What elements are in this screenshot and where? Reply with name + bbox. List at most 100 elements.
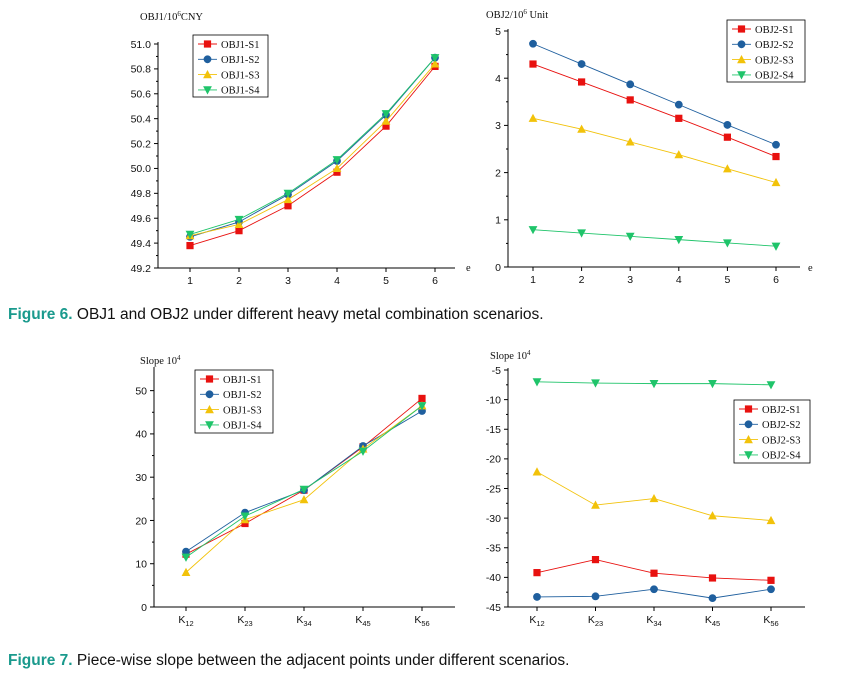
legend-label: OBJ1-S1 — [221, 40, 260, 51]
x-tick-label: K56 — [763, 614, 778, 628]
series-line — [532, 63, 777, 157]
x-tick-label: 2 — [236, 275, 242, 287]
data-point — [181, 567, 191, 576]
data-point — [284, 202, 292, 210]
data-point — [626, 80, 635, 89]
data-point — [532, 378, 542, 387]
data-point — [299, 485, 309, 494]
x-tick-label: K23 — [588, 614, 603, 628]
data-point — [625, 137, 635, 146]
data-point — [381, 110, 391, 119]
y-tick-label: 0 — [495, 262, 501, 274]
series-OBJ2-S4 — [532, 378, 776, 390]
data-point — [649, 380, 659, 389]
x-tick-label: 3 — [285, 275, 291, 287]
data-point — [591, 556, 600, 564]
data-point — [674, 100, 683, 109]
legend-swatch-marker — [737, 55, 746, 64]
data-point — [283, 189, 293, 198]
legend-swatch-marker — [737, 25, 746, 33]
y-tick-label: 50.4 — [131, 113, 152, 125]
figure-7-label: Figure 7. — [8, 652, 73, 669]
series-OBJ2-S2 — [529, 39, 780, 149]
data-point — [358, 447, 368, 456]
legend-label: OBJ1-S2 — [223, 390, 262, 401]
x-tick-label: 6 — [432, 275, 438, 287]
y-tick-label: 50.6 — [131, 89, 152, 101]
figure-7-caption: Figure 7. Piece-wise slope between the a… — [8, 652, 570, 670]
data-point — [234, 215, 244, 225]
legend: OBJ1-S1 OBJ1-S2 OBJ1-S3 OBJ1-S4 — [194, 369, 274, 434]
y-tick-label: -5 — [492, 365, 501, 377]
y-tick-label: 49.2 — [131, 263, 152, 275]
data-point — [766, 515, 776, 525]
y-tick-label: 10 — [135, 559, 147, 571]
x-tick-label: K12 — [178, 614, 193, 628]
data-point — [577, 124, 586, 133]
data-point — [528, 226, 538, 235]
data-point — [767, 585, 775, 594]
legend-swatch-marker — [744, 435, 753, 444]
data-point — [723, 121, 732, 129]
y-tick-label: 49.4 — [131, 238, 152, 250]
legend-label: OBJ2-S4 — [755, 71, 794, 82]
series-OBJ1-S3 — [185, 59, 440, 240]
series-line — [189, 57, 436, 238]
data-point — [578, 78, 586, 86]
legend-swatch-marker — [203, 70, 212, 79]
x-axis-label: e — [466, 263, 471, 274]
data-point — [528, 113, 538, 122]
data-point — [766, 381, 776, 390]
chart-fig7-obj2: -45 -40 -35 -30 -25 -20 -15 -10 -5 K12 K23 K34 K45 K5… — [486, 349, 811, 628]
data-point — [240, 512, 250, 521]
legend-label: OBJ2-S3 — [755, 55, 794, 66]
legend-label: OBJ1-S3 — [221, 70, 260, 81]
data-point — [723, 164, 732, 173]
y-axis-label: OBJ1/106CNY — [140, 10, 203, 23]
series-OBJ1-S4 — [185, 54, 440, 239]
y-tick-label: 20 — [135, 515, 147, 527]
data-point — [591, 379, 600, 388]
y-tick-label: 50.2 — [131, 138, 152, 150]
legend-label: OBJ2-S1 — [762, 405, 801, 416]
figure-6-caption: Figure 6. OBJ1 and OBJ2 under different … — [8, 306, 544, 324]
data-point — [675, 114, 683, 122]
data-point — [382, 122, 390, 130]
legend-label: OBJ2-S2 — [755, 40, 794, 51]
data-point — [771, 177, 781, 187]
data-point — [674, 236, 684, 245]
data-point — [708, 594, 717, 603]
data-point — [417, 402, 427, 411]
data-point — [708, 511, 717, 520]
data-point — [723, 239, 732, 248]
data-point — [529, 39, 537, 48]
data-point — [771, 242, 781, 251]
data-point — [591, 500, 600, 509]
legend-swatch-marker — [205, 421, 214, 430]
x-tick-label: 3 — [627, 274, 633, 286]
legend-swatch-marker — [203, 55, 212, 64]
figure-7-text: Piece-wise slope between the adjacent po… — [72, 652, 570, 669]
y-tick-label: 49.6 — [131, 213, 152, 225]
series-OBJ2-S3 — [532, 467, 776, 525]
legend-swatch-marker — [203, 86, 212, 95]
y-tick-label: 5 — [495, 26, 501, 38]
series-OBJ2-S4 — [528, 226, 781, 251]
series-OBJ2-S1 — [533, 556, 775, 584]
y-tick-label: 2 — [495, 167, 501, 179]
data-point — [283, 194, 293, 204]
x-tick-label: 2 — [579, 274, 585, 286]
data-point — [181, 553, 191, 562]
chart-fig6-obj2: 0 1 2 3 4 5 1 2 3 4 5 6 OBJ2/106 Unit e OBJ2-S1 OBJ2-S2… — [486, 8, 813, 286]
figure-6-text: OBJ1 and OBJ2 under different heavy meta… — [72, 306, 544, 323]
data-point — [772, 152, 780, 161]
x-tick-label: K56 — [414, 614, 429, 628]
data-point — [430, 54, 440, 63]
legend-label: OBJ1-S1 — [223, 375, 262, 386]
legend-swatch-marker — [744, 405, 753, 413]
data-point — [767, 576, 775, 584]
x-tick-label: 5 — [383, 275, 389, 287]
data-point — [649, 493, 659, 503]
legend-label: OBJ1-S3 — [223, 405, 262, 416]
